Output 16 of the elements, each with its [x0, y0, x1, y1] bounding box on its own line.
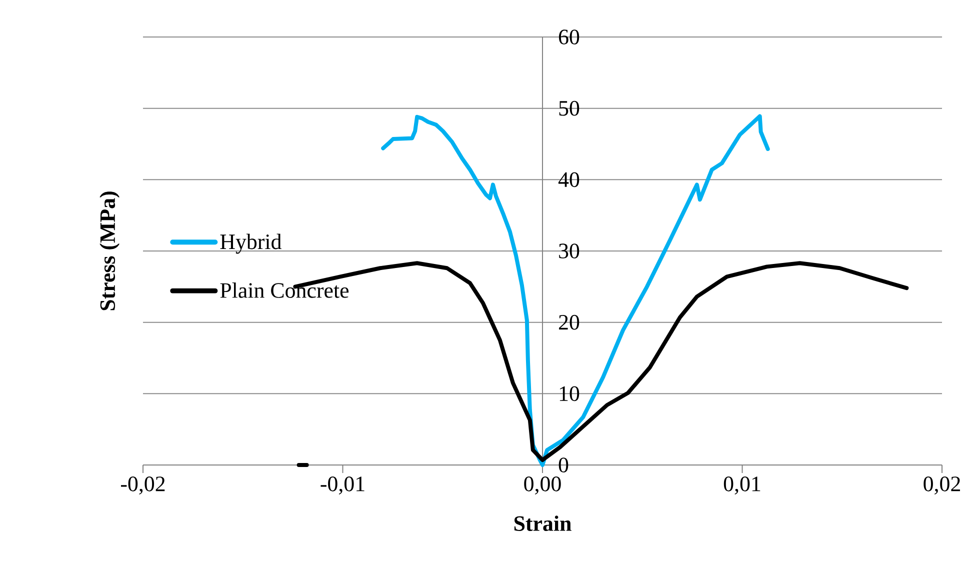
- legend-label: Plain Concrete: [220, 282, 349, 298]
- x-tick-label: 0,01: [724, 476, 760, 494]
- x-axis-title: Strain: [514, 516, 572, 532]
- y-tick-label: 50: [559, 100, 580, 116]
- y-tick-label: 60: [558, 30, 580, 44]
- x-tick-label: 0,00: [524, 476, 561, 494]
- x-tick-label: -0,02: [120, 476, 165, 494]
- x-tick-label: -0,01: [320, 476, 364, 494]
- y-axis-title: Stress (MPa): [100, 192, 120, 310]
- y-tick-label: 40: [558, 172, 580, 188]
- y-tick-label: 30: [559, 244, 580, 258]
- y-tick-label: 20: [558, 314, 580, 330]
- y-tick-label: 0: [558, 458, 568, 472]
- x-tick-label: 0,02: [924, 476, 960, 494]
- legend-label: Hybrid: [220, 234, 282, 254]
- y-tick-label: 10: [560, 386, 580, 402]
